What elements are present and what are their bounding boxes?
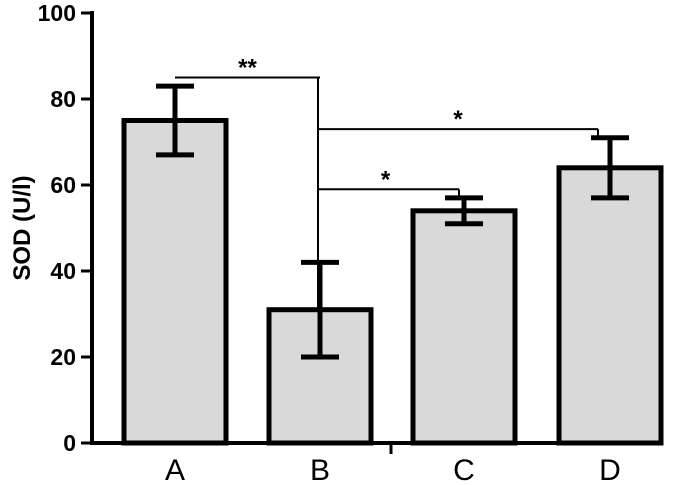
- y-tick-label-100: 100: [38, 0, 76, 26]
- sig-label-B-C: *: [381, 166, 391, 193]
- bars: [121, 118, 664, 446]
- y-tick-label-0: 0: [63, 430, 76, 456]
- y-axis-title: SOD (U/l): [9, 175, 36, 280]
- bar-D: [556, 165, 664, 446]
- tick-labels: 0 20 40 60 80 100 A B C D: [38, 0, 621, 485]
- sig-label-B-D: *: [453, 106, 463, 133]
- sig-label-A-B: **: [238, 55, 257, 82]
- y-tick-label-80: 80: [50, 86, 76, 112]
- bar-A: [121, 118, 229, 446]
- error-bars: [156, 83, 629, 360]
- bar-C: [410, 208, 518, 446]
- y-tick-label-60: 60: [50, 172, 76, 198]
- x-tick-label-C: C: [453, 454, 475, 485]
- x-tick-label-A: A: [165, 454, 185, 485]
- x-tick-label-D: D: [599, 454, 621, 485]
- x-tick-label-B: B: [310, 454, 330, 485]
- significance-brackets: ****: [175, 55, 599, 310]
- y-tick-label-40: 40: [50, 258, 76, 284]
- y-tick-label-20: 20: [50, 344, 76, 370]
